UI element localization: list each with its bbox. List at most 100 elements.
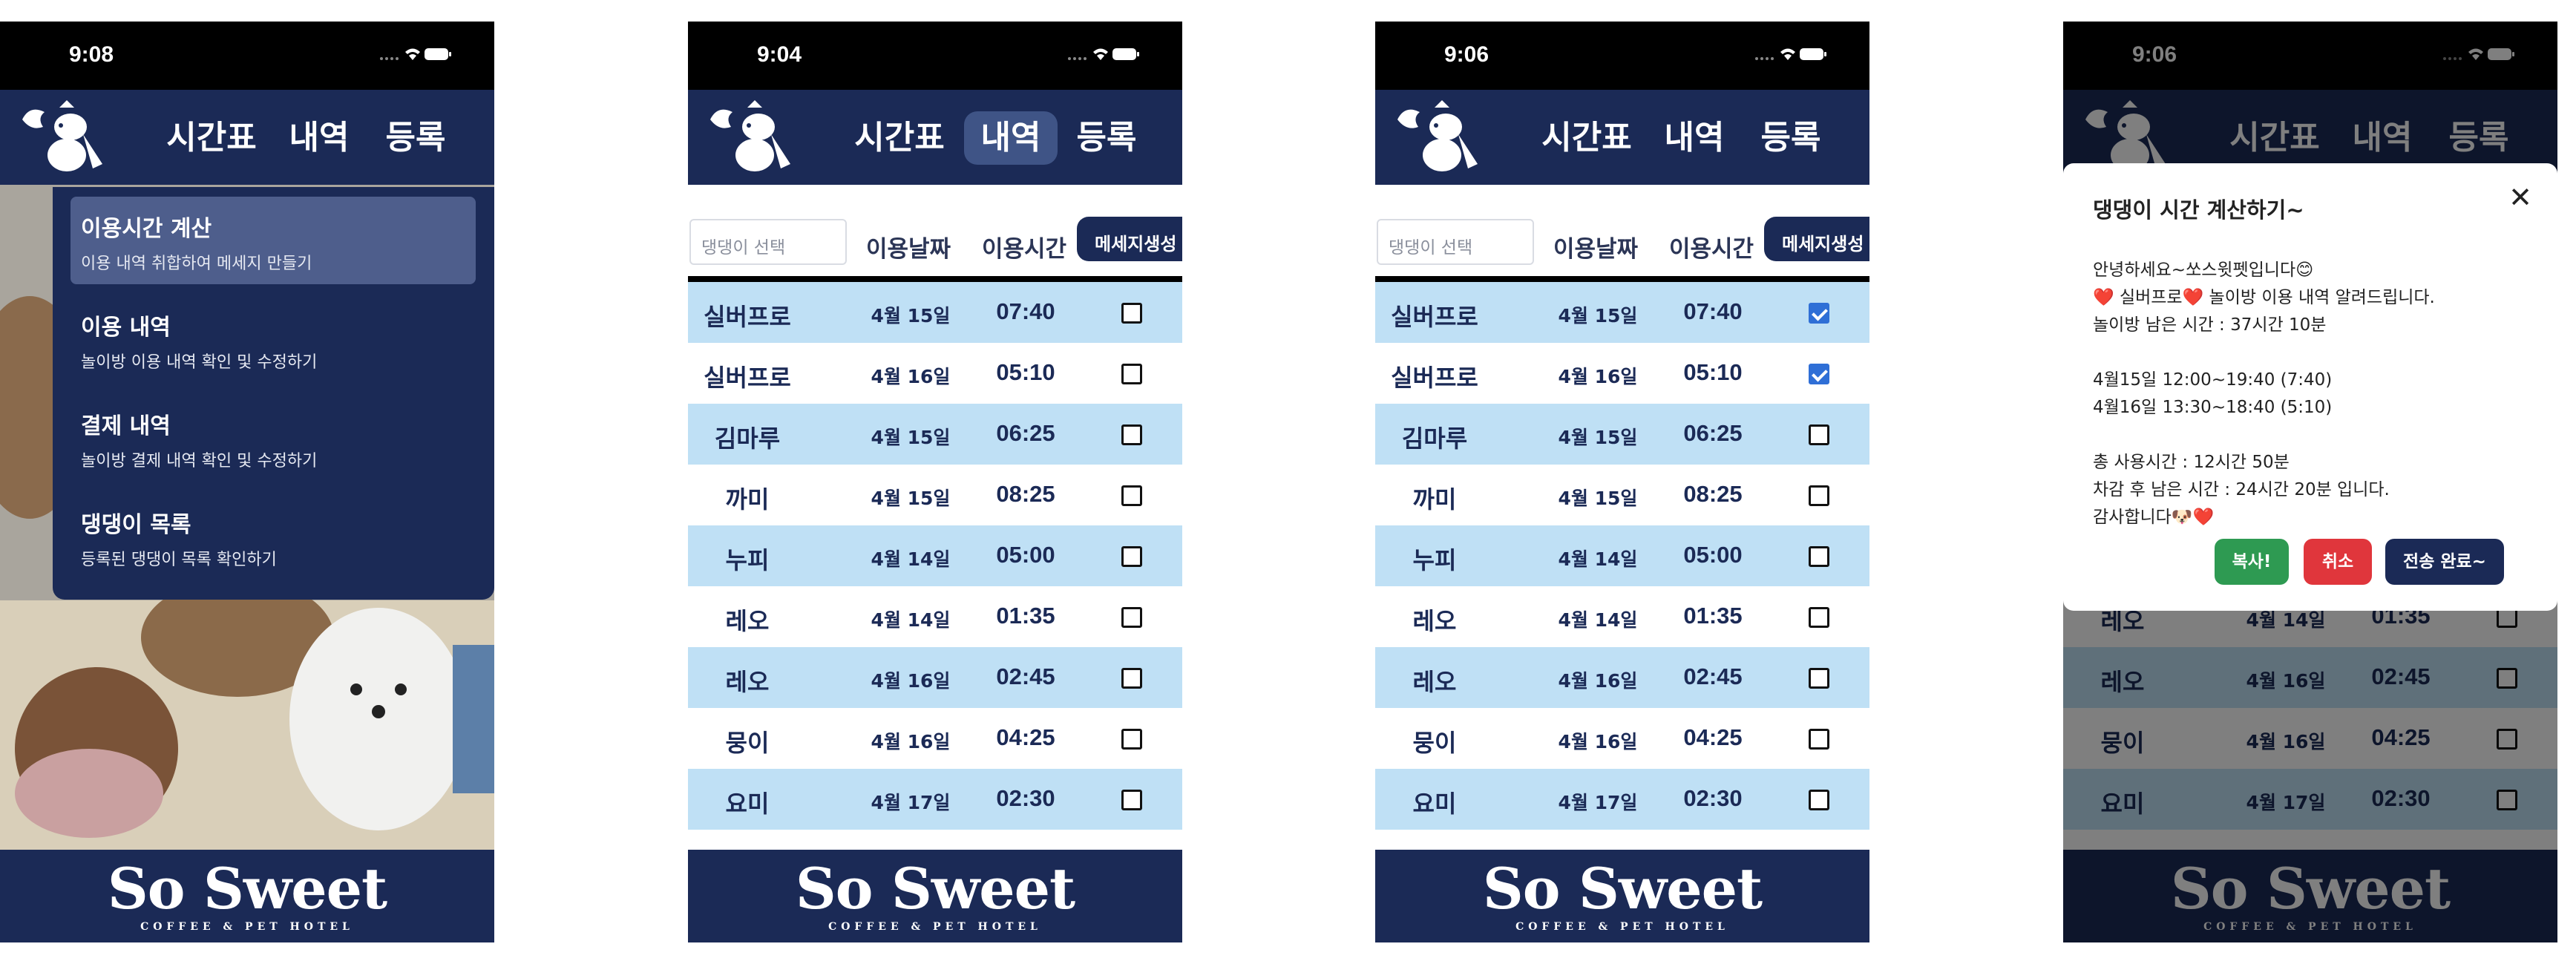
row-checkbox[interactable]	[1809, 303, 1829, 324]
nav-history[interactable]: 내역	[289, 119, 350, 157]
time-column-header: 이용시간	[982, 236, 1067, 263]
copy-button[interactable]: 복사!	[2215, 539, 2289, 585]
brand-subtitle: COFFEE & PET HOTEL	[140, 921, 354, 933]
date-cell: 4월 14일	[1558, 609, 1638, 631]
menu-item-dog-list[interactable]: 댕댕이 목록 등록된 댕댕이 목록 확인하기	[71, 493, 476, 580]
dog-select-dropdown[interactable]: 댕댕이 선택	[1377, 219, 1534, 265]
table-divider	[688, 276, 1182, 282]
table-row[interactable]: 레오 4월 16일 02:45	[1375, 647, 1869, 708]
table-row[interactable]: 까미 4월 15일 08:25	[688, 465, 1182, 525]
dog-name-cell: 실버프로	[1391, 303, 1478, 331]
row-checkbox[interactable]	[1809, 546, 1829, 567]
table-row[interactable]: 누피 4월 14일 05:00	[688, 525, 1182, 586]
row-checkbox[interactable]	[1809, 485, 1829, 506]
table-row[interactable]: 실버프로 4월 15일 07:40	[1375, 282, 1869, 343]
table-row[interactable]: 레오 4월 14일 01:35	[1375, 586, 1869, 647]
time-cell: 02:30	[996, 785, 1055, 811]
row-checkbox[interactable]	[1121, 546, 1142, 567]
close-icon[interactable]: ✕	[2508, 181, 2532, 214]
table-row[interactable]: 레오 4월 14일 01:35	[688, 586, 1182, 647]
table-divider	[1375, 276, 1869, 282]
menu-item-title: 이용시간 계산	[81, 216, 212, 242]
generate-message-button[interactable]: 메세지생성	[1764, 217, 1869, 261]
table-row[interactable]: 뭉이 4월 16일 04:25	[1375, 708, 1869, 769]
table-row[interactable]: 레오 4월 16일 02:45	[688, 647, 1182, 708]
row-checkbox[interactable]	[1121, 303, 1142, 324]
nav-timetable[interactable]: 시간표	[166, 119, 257, 157]
date-cell: 4월 15일	[1558, 305, 1638, 327]
screen-history-selected: 9:06 시간표 내역 등록 댕댕이 선택 이용날짜 이용시간	[1375, 22, 1869, 942]
nav-register[interactable]: 등록	[1076, 119, 1137, 157]
cancel-button[interactable]: 취소	[2304, 539, 2372, 585]
message-modal: 댕댕이 시간 계산하기~ ✕ 안녕하세요~쏘스윗펫입니다😊 ❤️ 실버프로❤️ …	[2063, 163, 2557, 611]
table-row[interactable]: 요미 4월 17일 02:30	[688, 769, 1182, 830]
row-checkbox[interactable]	[1809, 364, 1829, 384]
date-cell: 4월 16일	[871, 366, 951, 387]
time-cell: 08:25	[996, 481, 1055, 507]
date-cell: 4월 17일	[1558, 792, 1638, 813]
menu-item-usage-history[interactable]: 이용 내역 놀이방 이용 내역 확인 및 수정하기	[71, 295, 476, 383]
dog-name-cell: 레오	[1412, 668, 1457, 696]
dog-name-cell: 레오	[725, 607, 770, 635]
dog-logo-icon[interactable]	[1390, 97, 1487, 179]
date-cell: 4월 14일	[871, 609, 951, 631]
date-cell: 4월 15일	[871, 427, 951, 448]
row-checkbox[interactable]	[1809, 607, 1829, 628]
date-cell: 4월 16일	[1558, 670, 1638, 692]
dog-logo-icon[interactable]	[15, 97, 111, 179]
time-column-header: 이용시간	[1669, 236, 1754, 263]
row-checkbox[interactable]	[1121, 729, 1142, 750]
table-row[interactable]: 실버프로 4월 16일 05:10	[688, 343, 1182, 404]
table-row[interactable]: 실버프로 4월 15일 07:40	[688, 282, 1182, 343]
table-row[interactable]: 요미 4월 17일 02:30	[1375, 769, 1869, 830]
nav-timetable[interactable]: 시간표	[1541, 119, 1632, 157]
time-cell: 05:00	[996, 542, 1055, 568]
table-row[interactable]: 김마루 4월 15일 06:25	[1375, 404, 1869, 465]
dog-name-cell: 누피	[725, 546, 770, 574]
date-cell: 4월 17일	[871, 792, 951, 813]
nav-history[interactable]: 내역	[964, 111, 1058, 165]
row-checkbox[interactable]	[1121, 668, 1142, 689]
screen-message-modal: 9:06 시간표 내역 등록 댕댕이 선택 이용날짜 이용시간	[2063, 22, 2557, 942]
row-checkbox[interactable]	[1809, 729, 1829, 750]
nav-register[interactable]: 등록	[385, 119, 446, 157]
table-row[interactable]: 누피 4월 14일 05:00	[1375, 525, 1869, 586]
message-line: 4월15일 12:00~19:40 (7:40)	[2093, 370, 2333, 390]
row-checkbox[interactable]	[1121, 607, 1142, 628]
dog-name-cell: 실버프로	[704, 303, 791, 331]
row-checkbox[interactable]	[1809, 424, 1829, 445]
nav-history[interactable]: 내역	[1664, 119, 1725, 157]
row-checkbox[interactable]	[1809, 790, 1829, 810]
send-complete-button[interactable]: 전송 완료~	[2385, 539, 2504, 585]
dog-name-cell: 김마루	[1401, 424, 1468, 453]
menu-item-payment-history[interactable]: 결제 내역 놀이방 결제 내역 확인 및 수정하기	[71, 394, 476, 482]
table-row[interactable]: 까미 4월 15일 08:25	[1375, 465, 1869, 525]
nav-register[interactable]: 등록	[1760, 119, 1821, 157]
generate-message-button[interactable]: 메세지생성	[1077, 217, 1182, 261]
date-cell: 4월 16일	[871, 731, 951, 752]
nav-bar: 시간표 내역 등록	[0, 90, 494, 185]
dog-select-dropdown[interactable]: 댕댕이 선택	[689, 219, 847, 265]
table-row[interactable]: 김마루 4월 15일 06:25	[688, 404, 1182, 465]
time-cell: 06:25	[1683, 420, 1743, 446]
table-row[interactable]: 실버프로 4월 16일 05:10	[1375, 343, 1869, 404]
row-checkbox[interactable]	[1121, 790, 1142, 810]
table-row[interactable]: 뭉이 4월 16일 04:25	[688, 708, 1182, 769]
brand-subtitle: COFFEE & PET HOTEL	[828, 921, 1042, 933]
row-checkbox[interactable]	[1809, 668, 1829, 689]
time-cell: 05:10	[996, 359, 1055, 385]
dog-name-cell: 까미	[725, 485, 770, 514]
nav-timetable[interactable]: 시간표	[854, 119, 945, 157]
row-checkbox[interactable]	[1121, 485, 1142, 506]
row-checkbox[interactable]	[1121, 364, 1142, 384]
dog-logo-icon[interactable]	[703, 97, 799, 179]
brand-title: So Sweet	[107, 856, 387, 922]
row-checkbox[interactable]	[1121, 424, 1142, 445]
menu-item-title: 이용 내역	[81, 315, 171, 341]
nav-dropdown-menu: 이용시간 계산 이용 내역 취합하여 메세지 만들기 이용 내역 놀이방 이용 …	[53, 187, 494, 600]
menu-item-desc: 등록된 댕댕이 목록 확인하기	[81, 551, 277, 569]
status-time: 9:08	[69, 42, 114, 67]
status-icons	[378, 45, 453, 66]
menu-item-time-calc[interactable]: 이용시간 계산 이용 내역 취합하여 메세지 만들기	[71, 197, 476, 284]
message-line: ❤️ 실버프로❤️ 놀이방 이용 내역 알려드립니다.	[2093, 288, 2435, 307]
